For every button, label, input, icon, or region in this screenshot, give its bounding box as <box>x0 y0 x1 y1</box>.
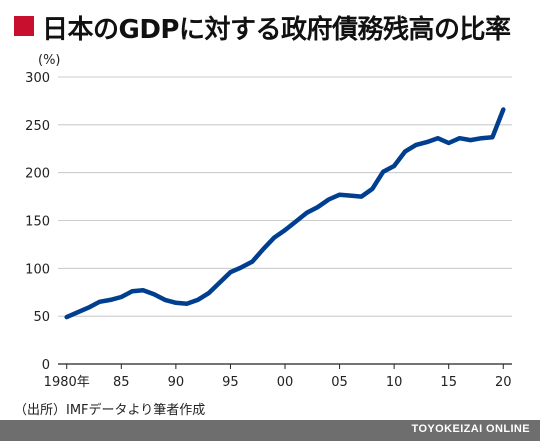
x-axis-ticks: 1980年 85 90 95 00 05 10 15 20 <box>44 364 512 390</box>
line-chart: (%) 0 50 100 150 200 250 300 1980年 85 90 95 00 05 10… <box>25 53 512 390</box>
source-note: （出所）IMFデータより筆者作成 <box>14 403 206 418</box>
y-tick-label: 100 <box>25 262 50 277</box>
x-tick-label: 10 <box>386 375 403 390</box>
x-tick-label: 00 <box>277 375 294 390</box>
title-bar: 日本のGDPに対する政府債務残高の比率 <box>0 0 540 52</box>
footer-bar: TOYOKEIZAI ONLINE <box>0 420 540 441</box>
y-tick-label: 0 <box>42 358 50 373</box>
x-tick-label: 90 <box>168 375 185 390</box>
grid-lines <box>58 76 512 365</box>
series-line <box>64 107 506 320</box>
y-tick-label: 150 <box>25 215 50 230</box>
y-tick-label: 300 <box>25 71 50 86</box>
y-axis-ticks: 0 50 100 150 200 250 300 <box>25 71 50 373</box>
x-tick-label: 1980年 <box>44 375 90 390</box>
x-tick-label: 95 <box>222 375 239 390</box>
y-unit-label: (%) <box>38 53 61 68</box>
x-tick-label: 15 <box>440 375 457 390</box>
x-tick-label: 20 <box>495 375 512 390</box>
y-tick-label: 50 <box>33 310 50 325</box>
x-tick-label: 85 <box>113 375 130 390</box>
x-tick-label: 05 <box>331 375 348 390</box>
chart-title: 日本のGDPに対する政府債務残高の比率 <box>42 15 511 45</box>
y-tick-label: 250 <box>25 119 50 134</box>
title-marker <box>14 16 34 36</box>
footer-brand: TOYOKEIZAI ONLINE <box>411 423 530 435</box>
series-layer <box>64 107 506 320</box>
y-tick-label: 200 <box>25 167 50 182</box>
